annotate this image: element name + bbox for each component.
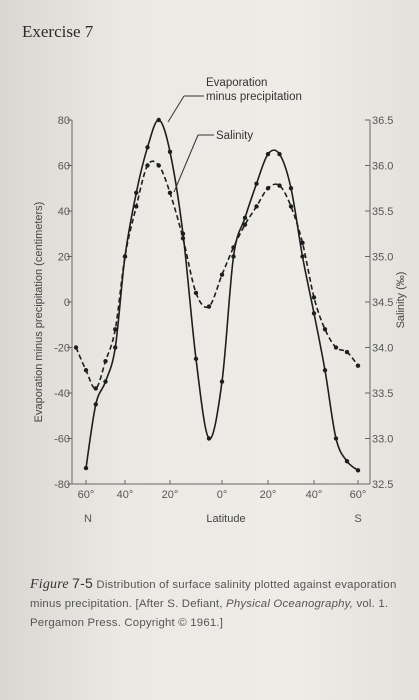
x-tick-label: 40° bbox=[306, 489, 323, 501]
x-tick-label: 0° bbox=[217, 489, 228, 501]
salinity-point bbox=[300, 240, 305, 246]
right-tick-label: 33.5 bbox=[372, 388, 393, 400]
annotation-salinity: Salinity bbox=[216, 130, 253, 142]
salinity-evaporation-chart: 80 60 40 20 0 -20 -40 -60 -80 36.5 36.0 35.5 35.0 34.… bbox=[33, 77, 407, 525]
evaporation-point bbox=[355, 468, 361, 473]
salinity-point bbox=[113, 327, 118, 332]
annotation-evaporation-line2: minus precipitation bbox=[206, 91, 302, 103]
right-tick-label: 34.5 bbox=[372, 297, 393, 309]
left-tick-label: 80 bbox=[58, 115, 70, 127]
left-tick-label: -20 bbox=[54, 343, 70, 355]
salinity-point bbox=[242, 222, 248, 227]
x-tick-label: 20° bbox=[162, 489, 179, 501]
figure-caption: Figure 7-5 Distribution of surface salin… bbox=[30, 574, 400, 633]
evaporation-point bbox=[265, 151, 271, 157]
evaporation-point bbox=[193, 356, 199, 362]
caption-book-title: Physical Oceanography, bbox=[226, 598, 354, 610]
evaporation-point bbox=[134, 190, 139, 195]
left-tick-label: -80 bbox=[54, 479, 70, 491]
evaporation-point bbox=[311, 311, 317, 316]
x-tick-label: 60° bbox=[350, 489, 367, 501]
evaporation-precipitation-line bbox=[85, 119, 359, 472]
evaporation-point bbox=[219, 379, 225, 384]
x-tick-label: 20° bbox=[260, 489, 277, 501]
salinity-point bbox=[344, 349, 350, 355]
evaporation-point bbox=[333, 436, 339, 441]
left-tick-label: 0 bbox=[64, 297, 70, 309]
evaporation-point bbox=[145, 145, 150, 150]
salinity-point bbox=[219, 272, 225, 277]
x-end-label-south: S bbox=[354, 513, 361, 525]
salinity-point bbox=[180, 236, 186, 241]
salinity-point bbox=[193, 290, 199, 296]
right-tick-label: 36.0 bbox=[372, 161, 393, 173]
figure-number: 7-5 bbox=[72, 575, 94, 591]
right-tick-label: 33.0 bbox=[372, 434, 393, 446]
caption-source: vol. 1. Pergamon Press. Copyright © bbox=[30, 598, 389, 629]
evaporation-point bbox=[231, 254, 236, 259]
evaporation-point bbox=[254, 181, 259, 186]
salinity-point bbox=[206, 304, 212, 309]
x-tick-label: 60° bbox=[78, 489, 95, 501]
left-tick-label: 20 bbox=[58, 252, 70, 264]
left-tick-label: -40 bbox=[54, 388, 70, 400]
evaporation-point bbox=[288, 186, 294, 191]
salinity-point bbox=[277, 183, 282, 188]
salinity-point bbox=[167, 190, 173, 195]
evaporation-point bbox=[156, 117, 161, 123]
salinity-point bbox=[103, 358, 108, 364]
caption-year: 1961.] bbox=[190, 617, 224, 629]
left-tick-label: -60 bbox=[54, 434, 70, 446]
salinity-point bbox=[145, 163, 150, 168]
right-tick-label: 35.0 bbox=[372, 252, 393, 264]
left-tick-label: 60 bbox=[58, 161, 70, 173]
evaporation-point bbox=[322, 368, 328, 373]
left-tick-label: 40 bbox=[58, 206, 70, 218]
evaporation-point bbox=[242, 215, 248, 221]
salinity-point bbox=[288, 204, 294, 209]
annotation-evaporation: Evaporation bbox=[206, 77, 267, 89]
salinity-point bbox=[333, 345, 339, 350]
annotation-salinity-leader bbox=[173, 134, 199, 193]
right-tick-label: 32.5 bbox=[372, 479, 393, 491]
salinity-point bbox=[311, 295, 317, 300]
right-tick-label: 36.5 bbox=[372, 115, 393, 127]
salinity-point bbox=[322, 327, 328, 332]
salinity-point bbox=[156, 163, 161, 168]
left-y-axis-label: Evaporation minus precipitation (centime… bbox=[33, 202, 45, 423]
salinity-line bbox=[75, 160, 359, 390]
salinity-point bbox=[122, 254, 128, 259]
figure-word: Figure bbox=[30, 577, 69, 592]
salinity-point bbox=[73, 345, 79, 350]
salinity-point bbox=[254, 204, 259, 209]
x-axis-label: Latitude bbox=[206, 513, 245, 525]
salinity-point bbox=[355, 363, 361, 368]
annotation-evaporation-leader bbox=[167, 95, 185, 123]
evaporation-point bbox=[300, 254, 305, 259]
salinity-point bbox=[231, 245, 236, 250]
x-tick-label: 40° bbox=[117, 489, 134, 501]
right-y-axis-label: Salinity (‰) bbox=[395, 272, 407, 329]
exercise-heading: Exercise 7 bbox=[22, 22, 94, 41]
evaporation-point bbox=[206, 436, 212, 441]
evaporation-point bbox=[344, 459, 350, 464]
evaporation-point bbox=[103, 379, 108, 384]
evaporation-point bbox=[113, 345, 118, 350]
right-tick-label: 34.0 bbox=[372, 343, 393, 355]
salinity-point bbox=[93, 386, 98, 391]
right-tick-label: 35.5 bbox=[372, 206, 393, 218]
evaporation-point bbox=[277, 151, 282, 157]
salinity-point bbox=[83, 368, 89, 373]
salinity-point bbox=[134, 204, 139, 209]
x-end-label-north: N bbox=[84, 513, 92, 525]
evaporation-point bbox=[167, 149, 173, 155]
caption-text: Distribution of surface salinity plotted… bbox=[30, 579, 397, 610]
salinity-point bbox=[265, 186, 271, 191]
evaporation-point bbox=[83, 465, 89, 471]
evaporation-point bbox=[93, 402, 98, 407]
